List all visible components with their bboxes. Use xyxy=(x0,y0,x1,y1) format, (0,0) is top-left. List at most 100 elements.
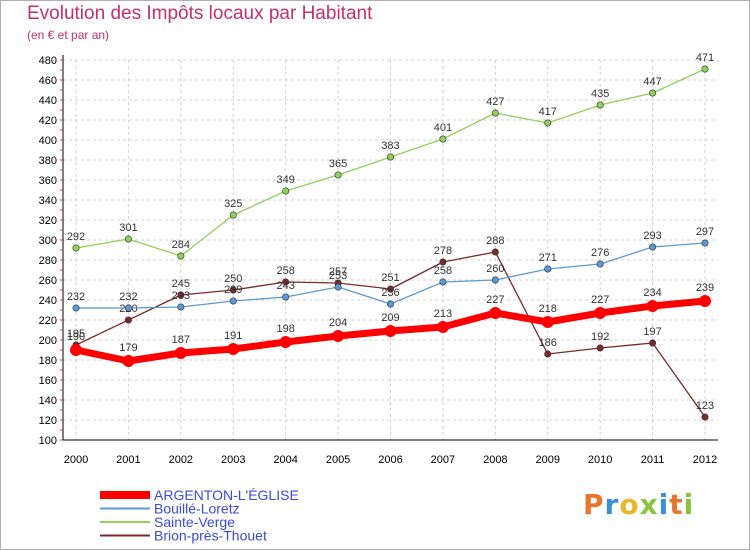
data-label: 234 xyxy=(643,287,661,299)
data-label: 239 xyxy=(224,284,242,296)
data-point xyxy=(229,297,237,305)
y-tick-label: 200 xyxy=(39,335,57,347)
data-label: 192 xyxy=(591,331,609,343)
data-point xyxy=(439,258,447,266)
data-label: 447 xyxy=(643,76,661,88)
data-point xyxy=(386,153,394,161)
x-tick-label: 2006 xyxy=(378,454,402,466)
data-label: 227 xyxy=(591,294,609,306)
data-point xyxy=(177,252,185,260)
data-point xyxy=(282,187,290,195)
y-tick-label: 380 xyxy=(39,155,57,167)
chart-subtitle: (en € et par an) xyxy=(27,28,110,42)
data-label: 325 xyxy=(224,198,242,210)
legend-label: Sainte-Verge xyxy=(154,514,235,530)
data-label: 191 xyxy=(224,330,242,342)
y-tick-label: 300 xyxy=(39,235,57,247)
data-label: 186 xyxy=(539,337,557,349)
chart-title: Evolution des Impôts locaux par Habitant xyxy=(27,3,373,24)
data-label: 301 xyxy=(119,222,137,234)
data-label: 218 xyxy=(539,303,557,315)
data-point xyxy=(489,307,502,319)
y-tick-label: 220 xyxy=(39,315,57,327)
data-point xyxy=(177,303,185,311)
data-label: 227 xyxy=(486,294,504,306)
data-label: 253 xyxy=(329,270,347,282)
data-point xyxy=(491,276,499,284)
data-label: 190 xyxy=(67,331,85,343)
x-tick-label: 2001 xyxy=(116,454,140,466)
data-label: 276 xyxy=(591,247,609,259)
legend-label: Brion-près-Thouet xyxy=(154,528,267,544)
x-tick-label: 2008 xyxy=(483,454,507,466)
data-label: 417 xyxy=(539,106,557,118)
data-point xyxy=(439,278,447,286)
data-label: 401 xyxy=(434,122,452,134)
data-point xyxy=(439,135,447,143)
data-label: 260 xyxy=(486,263,504,275)
y-tick-label: 260 xyxy=(39,275,57,287)
data-point xyxy=(72,244,80,252)
y-tick-label: 100 xyxy=(39,435,57,447)
data-point xyxy=(541,316,554,328)
data-label: 383 xyxy=(381,140,399,152)
x-tick-label: 2000 xyxy=(64,454,88,466)
data-point xyxy=(594,307,607,319)
y-tick-label: 240 xyxy=(39,295,57,307)
data-label: 292 xyxy=(67,231,85,243)
data-label: 271 xyxy=(539,252,557,264)
x-tick-label: 2012 xyxy=(693,454,717,466)
x-tick-label: 2003 xyxy=(221,454,245,466)
data-label: 251 xyxy=(381,272,399,284)
data-label: 245 xyxy=(172,278,190,290)
data-label: 232 xyxy=(67,291,85,303)
data-point xyxy=(646,300,659,312)
data-label: 233 xyxy=(172,290,190,302)
data-label: 239 xyxy=(696,282,714,294)
data-label: 365 xyxy=(329,158,347,170)
data-point xyxy=(282,293,290,301)
data-point xyxy=(72,304,80,312)
x-tick-label: 2004 xyxy=(273,454,297,466)
data-point xyxy=(649,243,657,251)
data-point xyxy=(701,413,709,421)
data-point xyxy=(596,260,604,268)
data-point xyxy=(122,355,135,367)
data-label: 123 xyxy=(696,400,714,412)
data-point xyxy=(334,283,342,291)
data-point xyxy=(384,325,397,337)
data-label: 204 xyxy=(329,317,347,329)
data-point xyxy=(174,347,187,359)
data-label: 250 xyxy=(224,273,242,285)
data-point xyxy=(701,65,709,73)
data-point xyxy=(332,330,345,342)
y-tick-label: 480 xyxy=(39,55,57,67)
data-label: 258 xyxy=(276,265,294,277)
y-tick-label: 180 xyxy=(39,355,57,367)
data-point xyxy=(229,211,237,219)
data-label: 232 xyxy=(119,291,137,303)
data-label: 258 xyxy=(434,265,452,277)
legend-label: ARGENTON-L'ÉGLISE xyxy=(154,487,299,503)
data-point xyxy=(282,278,290,286)
data-label: 349 xyxy=(276,174,294,186)
data-label: 278 xyxy=(434,245,452,257)
data-point xyxy=(124,316,132,324)
data-label: 195 xyxy=(67,328,85,340)
data-point xyxy=(649,89,657,97)
data-label: 197 xyxy=(643,326,661,338)
data-point xyxy=(177,291,185,299)
data-label: 243 xyxy=(276,280,294,292)
data-point xyxy=(544,119,552,127)
legend-label: Bouillé-Loretz xyxy=(154,501,240,517)
y-tick-label: 440 xyxy=(39,95,57,107)
y-tick-label: 340 xyxy=(39,195,57,207)
y-tick-label: 140 xyxy=(39,395,57,407)
y-tick-label: 460 xyxy=(39,75,57,87)
x-tick-label: 2011 xyxy=(641,454,665,466)
x-tick-label: 2002 xyxy=(169,454,193,466)
data-point xyxy=(544,350,552,358)
data-point xyxy=(227,343,240,355)
data-point xyxy=(699,295,711,307)
